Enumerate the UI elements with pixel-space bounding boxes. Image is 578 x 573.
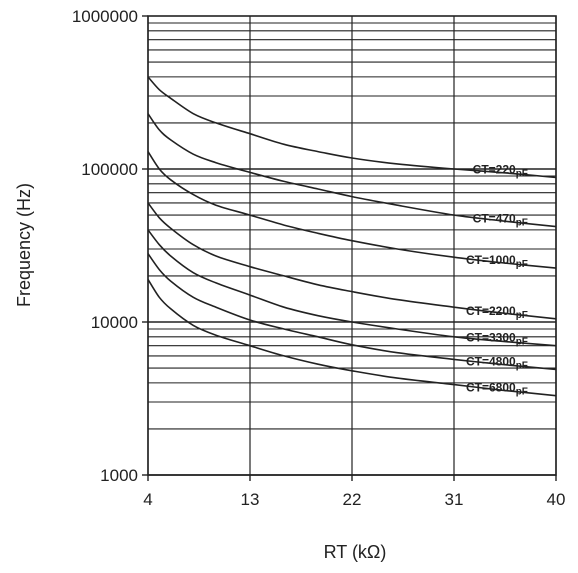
series-line [147, 151, 557, 269]
curve-label-unit: pF [516, 168, 528, 179]
curve-label-main: CT=2200 [466, 304, 516, 318]
y-tick-label: 100000 [81, 160, 138, 179]
x-tick-label: 31 [445, 490, 464, 509]
curve-label-unit: pF [516, 218, 528, 229]
curve-label-unit: pF [516, 360, 528, 371]
series-line [147, 253, 557, 371]
y-axis-title: Frequency (Hz) [14, 183, 34, 307]
series-line [147, 202, 557, 320]
curve-label: CT=4800pF [466, 354, 528, 371]
curve-label-unit: pF [516, 259, 528, 270]
curve-label-unit: pF [516, 387, 528, 398]
curve-label-main: CT=3300 [466, 331, 516, 345]
series-line [147, 113, 557, 228]
x-tick-label: 22 [343, 490, 362, 509]
curve-label: CT=3300pF [466, 331, 528, 348]
x-tick-label: 13 [241, 490, 260, 509]
series-line [147, 278, 557, 397]
curve-label: CT=2200pF [466, 304, 528, 321]
y-tick-label: 10000 [91, 313, 138, 332]
x-tick-label: 40 [547, 490, 566, 509]
series-line [147, 76, 557, 179]
tick-labels: 4 13 22 31 40 1000 10000 100000 1000000 [72, 7, 566, 509]
grid [147, 16, 557, 476]
curve-label-main: CT=470 [473, 212, 516, 226]
curve-label-main: CT=220 [473, 162, 516, 176]
curve-label-unit: pF [516, 337, 528, 348]
curve-label: CT=220pF [473, 162, 528, 179]
x-tick-label: 4 [143, 490, 152, 509]
curve-label: CT=1000pF [466, 253, 528, 270]
curve-labels: CT=220pFCT=470pFCT=1000pFCT=2200pFCT=330… [466, 162, 528, 397]
curve-label: CT=6800pF [466, 381, 528, 398]
curve-label-main: CT=1000 [466, 253, 516, 267]
curve-label-unit: pF [516, 310, 528, 321]
x-axis-title: RT (kΩ) [324, 542, 387, 562]
y-tick-label: 1000000 [72, 7, 138, 26]
curve-label-main: CT=6800 [466, 381, 516, 395]
plot-frame [142, 15, 557, 481]
curve-label: CT=470pF [473, 212, 528, 229]
series-line [147, 229, 557, 347]
y-tick-label: 1000 [100, 466, 138, 485]
series-lines [147, 76, 557, 397]
curve-label-main: CT=4800 [466, 354, 516, 368]
